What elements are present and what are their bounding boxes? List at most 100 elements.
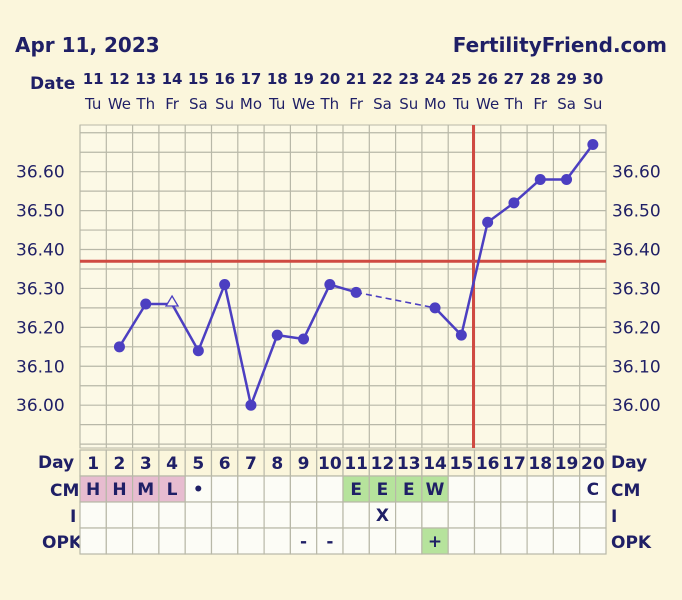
chart-date: Apr 11, 2023 — [15, 33, 160, 57]
temp-line-segment — [249, 334, 279, 406]
opk-cell-bg — [579, 527, 607, 555]
opk-cell-bg — [105, 527, 134, 555]
weekday-label: Tu — [452, 95, 469, 113]
cm-cell-bg — [447, 475, 476, 503]
cm-cell-bg — [579, 475, 607, 503]
opk-label-left: OPK — [42, 533, 83, 553]
opk-cell: + — [428, 532, 442, 552]
cycle-day: 20 — [581, 454, 605, 474]
weekday-label: We — [476, 95, 499, 113]
intercourse-cell-bg — [447, 501, 476, 529]
temp-line-segment — [460, 222, 489, 336]
temp-line-dashed — [355, 291, 436, 309]
date-tick-label: 13 — [135, 70, 156, 88]
cycle-day-bg — [263, 449, 292, 477]
cycle-day-bg — [368, 449, 397, 477]
cm-cell: C — [587, 480, 599, 500]
opk-cell-bg — [500, 527, 528, 555]
intercourse-cell-bg — [395, 501, 423, 529]
cycle-day: 7 — [245, 454, 257, 474]
temp-point — [455, 329, 467, 341]
y-tick-label-right: 36.50 — [612, 202, 661, 222]
intercourse-cell-bg — [473, 501, 502, 529]
site-name: FertilityFriend.com — [453, 33, 667, 57]
y-tick-label-left: 36.00 — [16, 396, 65, 416]
cycle-day: 15 — [450, 454, 474, 474]
cycle-day: 13 — [397, 454, 421, 474]
intercourse-cell-bg — [342, 501, 370, 529]
intercourse-cell-bg — [105, 501, 134, 529]
temp-point — [271, 329, 283, 341]
y-tick-label-left: 36.30 — [16, 279, 65, 299]
temp-point — [298, 333, 310, 345]
y-tick-label-left: 36.20 — [16, 318, 65, 338]
cm-cell-bg — [210, 475, 239, 503]
cm-cell-bg — [368, 475, 397, 503]
cycle-day: 5 — [192, 454, 204, 474]
temp-line-segment — [170, 303, 200, 352]
temp-point — [508, 197, 520, 209]
opk-cell: - — [326, 532, 333, 552]
intercourse-cell-bg — [184, 501, 213, 529]
weekday-label: Sa — [189, 95, 208, 113]
y-tick-label-left: 36.10 — [16, 357, 65, 377]
temp-point-open — [164, 294, 180, 307]
date-tick-label: 20 — [319, 70, 340, 88]
cm-cell-bg — [552, 475, 581, 503]
weekday-label: Fr — [349, 95, 364, 113]
cycle-day: 2 — [114, 454, 126, 474]
opk-cell-bg — [395, 527, 423, 555]
opk-cell-bg — [552, 527, 581, 555]
opk-cell-bg — [447, 527, 476, 555]
intercourse-cell-bg — [579, 501, 607, 529]
cm-cell-bg — [473, 475, 502, 503]
opk-cell-bg — [526, 527, 554, 555]
y-tick-label-left: 36.40 — [16, 241, 65, 261]
intercourse-cell-bg — [132, 501, 160, 529]
date-tick-label: 29 — [556, 70, 577, 88]
date-tick-label: 25 — [451, 70, 472, 88]
opk-cell-bg — [316, 527, 344, 555]
opk-cell-bg — [342, 527, 370, 555]
date-tick-label: 23 — [398, 70, 419, 88]
cycle-day-bg — [132, 449, 160, 477]
weekday-label: Sa — [557, 95, 576, 113]
opk-cell-bg — [237, 527, 265, 555]
cycle-day: 14 — [423, 454, 447, 474]
cm-cell: • — [193, 480, 204, 500]
weekday-label: Th — [135, 95, 155, 113]
cm-cell: E — [403, 480, 415, 500]
cm-cell: E — [377, 480, 389, 500]
cm-cell-bg — [526, 475, 554, 503]
cycle-day: 8 — [271, 454, 283, 474]
y-tick-label-right: 36.00 — [612, 396, 661, 416]
cycle-day: 17 — [502, 454, 526, 474]
cycle-day: 10 — [318, 454, 342, 474]
cm-cell-bg — [184, 475, 213, 503]
temp-point — [587, 138, 599, 150]
date-tick-label: 28 — [530, 70, 551, 88]
temp-point — [561, 173, 573, 185]
date-tick-label: 30 — [582, 70, 603, 88]
temp-line-segment — [513, 178, 542, 204]
opk-cell-bg — [473, 527, 502, 555]
cm-cell: H — [112, 480, 126, 500]
cm-cell-bg — [237, 475, 265, 503]
temp-line-segment — [302, 284, 331, 340]
cm-label-left: CM — [50, 481, 79, 501]
cycle-day-bg — [210, 449, 239, 477]
cm-cell: H — [86, 480, 100, 500]
date-tick-label: 26 — [477, 70, 498, 88]
weekday-label: Fr — [533, 95, 548, 113]
intercourse-cell-bg — [500, 501, 528, 529]
weekday-label: Mo — [424, 95, 446, 113]
cycle-day-bg — [105, 449, 134, 477]
weekday-label: Fr — [165, 95, 180, 113]
temp-point — [350, 286, 362, 298]
intercourse-cell-bg — [316, 501, 344, 529]
y-tick-label-right: 36.30 — [612, 279, 661, 299]
intercourse-cell-bg — [552, 501, 581, 529]
weekday-label: Su — [583, 95, 602, 113]
opk-cell-bg — [289, 527, 318, 555]
